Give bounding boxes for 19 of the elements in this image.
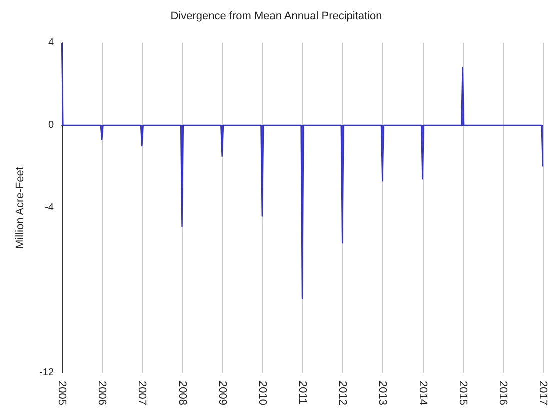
y-tick-label: -12 — [40, 368, 54, 378]
x-tick-label: 2009 — [216, 381, 228, 406]
chart-title: Divergence from Mean Annual Precipitation — [170, 10, 382, 22]
y-tick-label: 4 — [48, 38, 54, 48]
x-tick-label: 2015 — [456, 381, 469, 406]
x-tick-label: 2008 — [176, 381, 188, 406]
x-tick-label: 2012 — [336, 381, 349, 406]
x-tick-label: 2014 — [416, 381, 429, 406]
y-tick-label: -4 — [45, 202, 54, 214]
y-tick-label: 0 — [48, 120, 54, 131]
y-axis-title: Million Acre-Feet — [14, 167, 26, 249]
x-tick-label: 2011 — [296, 381, 308, 405]
x-tick-label: 2006 — [96, 381, 108, 406]
x-tick-label: 2005 — [56, 381, 68, 406]
x-tick-label: 2016 — [496, 381, 509, 406]
x-tick-label: 2007 — [136, 381, 148, 406]
x-tick-label: 2013 — [376, 381, 389, 406]
x-tick-label: 2017 — [537, 381, 549, 406]
x-tick-label: 2010 — [256, 381, 268, 406]
